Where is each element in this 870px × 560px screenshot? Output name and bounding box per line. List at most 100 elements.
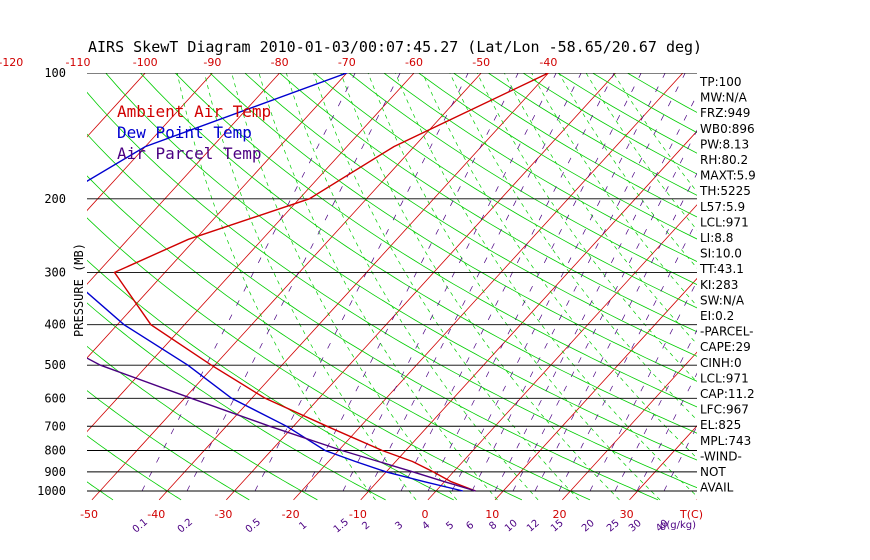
mixing-ratio-line — [494, 94, 697, 492]
dry-adiabat-line — [87, 435, 182, 501]
mixing-ratio-tick-label: 6 — [464, 520, 476, 533]
stat-item: SI:10.0 — [700, 247, 742, 261]
mixing-ratio-tick-label: 2 — [360, 520, 372, 533]
isotherm-line — [629, 425, 697, 501]
stat-item: CINH:0 — [700, 356, 742, 370]
pressure-tick-label: 900 — [44, 465, 66, 479]
stat-item: L57:5.9 — [700, 200, 745, 214]
pressure-tick-label: 800 — [44, 443, 66, 457]
stat-item: MW:N/A — [700, 91, 748, 105]
dry-adiabat-line — [383, 73, 697, 262]
isotherm-line — [87, 73, 348, 359]
stat-item: TH:5225 — [699, 184, 751, 198]
stat-item: EL:825 — [700, 418, 741, 432]
isotherm-line — [87, 73, 281, 285]
top-temp-tick-label: -90 — [203, 56, 221, 69]
isotherm-line — [87, 73, 213, 212]
stat-item: MPL:743 — [700, 434, 751, 448]
bottom-temp-tick-label: 10 — [485, 508, 499, 521]
bottom-temp-tick-label: -50 — [80, 508, 98, 521]
moist-adiabat-line — [313, 73, 579, 501]
mixing-ratio-tick-label: 3 — [393, 520, 405, 533]
dry-adiabat-line — [87, 175, 591, 501]
mixing-ratio-line — [304, 73, 519, 492]
isotherm-line — [158, 73, 549, 501]
pressure-tick-label: 1000 — [37, 484, 66, 498]
ambient-temp-line — [113, 73, 549, 492]
stat-item: LI:8.8 — [700, 231, 733, 245]
moist-adiabat-line — [394, 73, 697, 497]
top-temp-tick-label: -40 — [539, 56, 557, 69]
mixing-ratio-line — [512, 129, 697, 492]
bottom-temp-tick-label: -40 — [147, 508, 165, 521]
top-temp-tick-label: -80 — [271, 56, 289, 69]
isotherm-line — [831, 64, 870, 500]
stat-item: SW:N/A — [700, 293, 745, 307]
legend: Ambient Air Temp Dew Point Temp Air Parcel… — [117, 102, 271, 163]
stat-item: CAPE:29 — [700, 340, 751, 354]
stat-item: LFC:967 — [700, 403, 749, 417]
isotherm-line — [764, 64, 870, 500]
pressure-tick-label: 700 — [44, 419, 66, 433]
moist-adiabat-line — [285, 73, 539, 501]
bottom-temp-tick-label: 30 — [620, 508, 634, 521]
bottom-temp-tick-label: -10 — [349, 508, 367, 521]
stat-item: LCL:971 — [700, 371, 749, 385]
x-axis-unit-label: T(C) — [679, 508, 703, 521]
mixing-ratio-line — [367, 73, 582, 492]
dry-adiabat-line — [105, 73, 697, 461]
legend-entry: Air Parcel Temp — [117, 144, 262, 163]
isotherm-line — [427, 204, 697, 501]
isotherm-line — [87, 73, 146, 138]
pressure-tick-label: 600 — [44, 391, 66, 405]
mixing-ratio-line — [471, 73, 686, 492]
bottom-temp-tick-label: -20 — [282, 508, 300, 521]
top-temp-tick-label: -120 — [0, 56, 23, 69]
top-temp-tick-label: -50 — [472, 56, 490, 69]
isotherm-line — [293, 73, 684, 501]
stat-item: EI:0.2 — [700, 309, 734, 323]
dry-adiabat-line — [0, 73, 45, 500]
mixing-ratio-tick-label: 12 — [525, 518, 542, 535]
stat-item: -WIND- — [700, 449, 742, 463]
mixing-ratio-line — [558, 219, 697, 492]
moist-adiabat-line — [231, 73, 458, 501]
stat-item: FRZ:949 — [700, 106, 750, 120]
y-axis-label: PRESSURE (MB) — [72, 243, 86, 337]
dry-adiabat-line — [87, 302, 386, 501]
bottom-temp-tick-label: 0 — [422, 508, 429, 521]
mixing-ratio-tick-label: 4 — [420, 520, 432, 533]
stat-item: CAP:11.2 — [700, 387, 755, 401]
dry-adiabat-line — [87, 217, 523, 501]
bottom-temp-tick-label: -30 — [214, 508, 232, 521]
moist-adiabat-line — [558, 73, 697, 269]
dry-adiabat-line — [140, 73, 697, 434]
mixing-ratio-line — [141, 73, 356, 492]
dry-adiabat-line — [244, 73, 697, 357]
mixing-ratio-line — [614, 329, 697, 492]
top-temp-tick-label: -100 — [133, 56, 158, 69]
mixing-ratio-line — [589, 280, 697, 492]
moist-adiabat-line — [449, 73, 697, 421]
moist-adiabat-line — [422, 73, 697, 459]
moist-adiabat-line — [340, 73, 620, 501]
stat-item: TP:100 — [699, 75, 742, 89]
mixing-ratio-line — [663, 425, 697, 492]
isotherm-line — [0, 64, 19, 500]
top-temp-tick-label: -60 — [405, 56, 423, 69]
moist-adiabat-line — [503, 73, 697, 345]
stat-item: KI:283 — [700, 278, 738, 292]
moist-adiabat-line — [476, 73, 697, 383]
stat-item: -PARCEL- — [700, 325, 754, 339]
moist-adiabat-line — [258, 73, 498, 501]
mixing-ratio-tick-label: 20 — [580, 518, 597, 535]
dry-adiabat-line — [87, 345, 318, 501]
mixing-ratio-line — [636, 372, 697, 492]
dry-adiabat-line — [488, 73, 697, 196]
isotherm-line — [360, 130, 697, 501]
mixing-ratio-tick-label: 1 — [297, 520, 309, 533]
parcel-temp-line — [87, 357, 476, 492]
dry-adiabat-line — [209, 73, 697, 382]
dry-adiabat-line — [453, 73, 697, 218]
